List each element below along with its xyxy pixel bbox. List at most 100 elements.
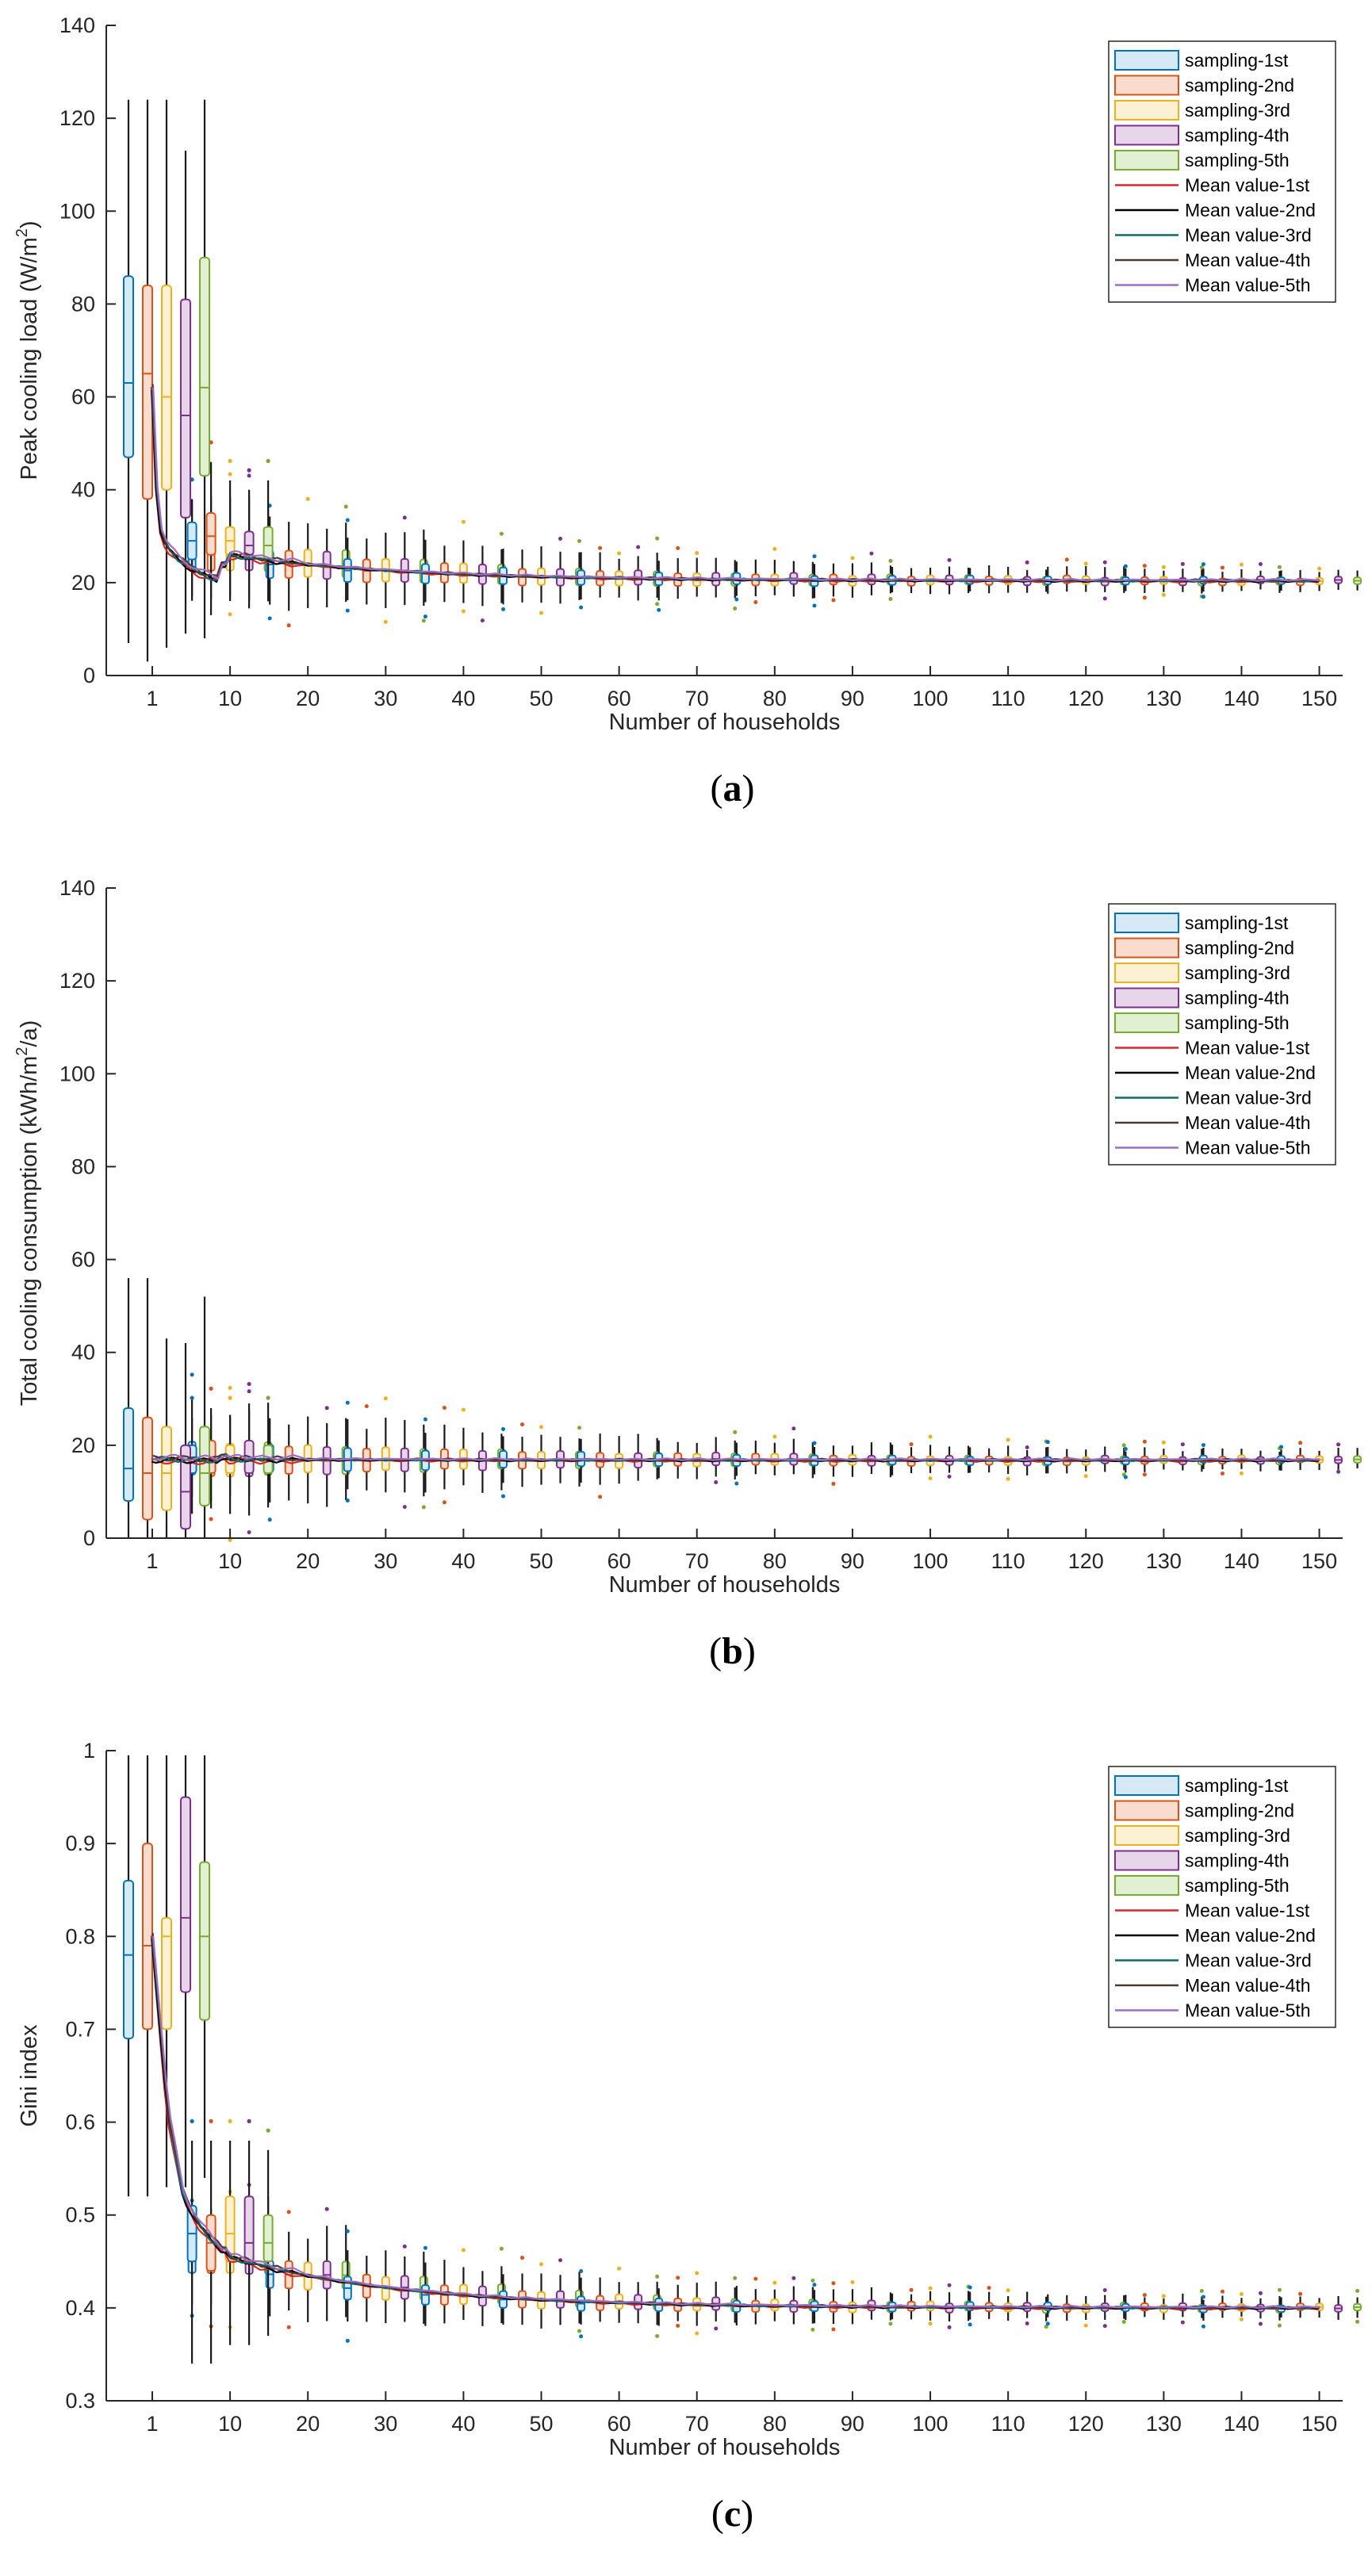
outlier-point xyxy=(499,2246,504,2251)
outlier-point xyxy=(753,2276,758,2281)
outlier-point xyxy=(888,558,893,563)
outlier-point xyxy=(247,1389,251,1394)
box-n1-s3 xyxy=(161,1338,172,1538)
box-n1-s5 xyxy=(199,1296,210,1538)
x-tick-label: 120 xyxy=(1068,687,1104,710)
y-tick-label: 40 xyxy=(71,478,95,502)
outlier-point xyxy=(1199,2288,1204,2293)
outlier-point xyxy=(247,2119,251,2123)
x-axis-label: Number of households xyxy=(609,1572,841,1598)
legend-label: sampling-2nd xyxy=(1185,75,1294,96)
box-body xyxy=(123,1880,134,2040)
legend-label: sampling-3rd xyxy=(1185,100,1290,121)
outlier-point xyxy=(947,1474,952,1479)
outlier-point xyxy=(1083,1474,1088,1479)
outlier-point xyxy=(266,1395,270,1400)
outlier-point xyxy=(791,2276,796,2280)
x-tick-label: 140 xyxy=(1224,2412,1259,2436)
x-tick-label: 140 xyxy=(1224,687,1259,710)
outlier-point xyxy=(461,1407,466,1412)
outlier-point xyxy=(695,2331,699,2336)
box-n40-s3 xyxy=(458,1427,468,1486)
legend-label: Mean value-5th xyxy=(1185,275,1311,296)
outlier-point xyxy=(267,1518,272,1522)
outlier-point xyxy=(947,2325,952,2329)
legend-label: sampling-4th xyxy=(1185,1851,1290,1871)
outlier-point xyxy=(345,1400,350,1405)
legend-label: Mean value-4th xyxy=(1185,1112,1311,1133)
y-tick-label: 80 xyxy=(71,292,95,316)
outlier-point xyxy=(1180,1442,1185,1447)
outlier-point xyxy=(345,1499,350,1503)
x-tick-label: 150 xyxy=(1301,1549,1337,1573)
legend-label: Mean value-3rd xyxy=(1185,1088,1312,1108)
outlier-point xyxy=(1258,2291,1263,2295)
box-n30-s4 xyxy=(400,2256,409,2322)
legend-label: Mean value-4th xyxy=(1185,250,1311,270)
legend-swatch-sampling-5 xyxy=(1114,1875,1179,1896)
outlier-point xyxy=(1277,2323,1282,2328)
outlier-point xyxy=(617,551,622,556)
outlier-point xyxy=(676,2323,680,2328)
x-tick-label: 80 xyxy=(763,2412,787,2436)
outlier-point xyxy=(1201,595,1205,599)
legend-label: Mean value-5th xyxy=(1185,1138,1311,1158)
outlier-point xyxy=(577,1426,582,1430)
box-n50-s3 xyxy=(537,546,546,603)
legend-label: sampling-5th xyxy=(1185,150,1290,170)
box-n80-s2 xyxy=(751,1441,761,1475)
outlier-point xyxy=(1298,1441,1303,1445)
box-n130-s4 xyxy=(1178,2293,1187,2318)
legend-swatch-sampling-4 xyxy=(1114,1850,1179,1871)
outlier-point xyxy=(423,2245,427,2250)
outlier-point xyxy=(655,2274,660,2279)
box-n1-s2 xyxy=(142,99,153,662)
outlier-point xyxy=(286,623,291,628)
outlier-point xyxy=(655,602,660,607)
y-tick-label: 0.3 xyxy=(65,2389,95,2413)
x-tick-label: 90 xyxy=(841,687,864,710)
x-tick-label: 60 xyxy=(607,687,631,710)
legend-swatch-sampling-5 xyxy=(1114,1012,1179,1033)
box-body xyxy=(243,2195,255,2263)
y-tick-label: 140 xyxy=(59,876,95,900)
outlier-point xyxy=(636,545,641,549)
box-body xyxy=(180,1796,191,1993)
legend-label: sampling-3rd xyxy=(1185,963,1290,983)
legend-label: sampling-5th xyxy=(1185,1012,1290,1033)
x-tick-label: 150 xyxy=(1301,687,1337,710)
box-body xyxy=(243,530,255,556)
box-n80-s4 xyxy=(789,1438,799,1475)
box-n30-s4 xyxy=(400,532,409,606)
box-n30-s2 xyxy=(362,2256,371,2322)
box-n1-s4 xyxy=(180,1343,191,1538)
legend-label: Mean value-1st xyxy=(1185,175,1310,196)
legend-swatch-sampling-3 xyxy=(1114,1825,1179,1846)
legend: sampling-1st sampling-2nd sampling-3rd samp… xyxy=(1108,40,1336,303)
outlier-point xyxy=(247,1381,251,1387)
x-tick-label: 40 xyxy=(451,687,475,710)
box-n70-s4 xyxy=(711,2281,721,2321)
outlier-point xyxy=(1083,561,1088,566)
outlier-point xyxy=(812,554,817,559)
x-tick-label: 100 xyxy=(913,2412,949,2436)
x-tick-label: 50 xyxy=(529,1549,553,1573)
y-tick-label: 0.8 xyxy=(65,1924,95,1948)
outlier-point xyxy=(1277,565,1282,569)
x-tick-label: 140 xyxy=(1224,1549,1259,1573)
outlier-point xyxy=(345,518,350,522)
outlier-point xyxy=(734,1481,739,1486)
outlier-point xyxy=(228,1385,232,1390)
outlier-point xyxy=(1355,2288,1360,2293)
outlier-point xyxy=(558,536,563,541)
legend-swatch-sampling-2 xyxy=(1114,937,1179,959)
outlier-point xyxy=(266,2128,270,2133)
legend-label: Mean value-3rd xyxy=(1185,225,1312,246)
outlier-point xyxy=(1161,592,1166,597)
box-body xyxy=(142,1416,153,1521)
outlier-point xyxy=(209,1517,213,1521)
outlier-point xyxy=(676,545,680,550)
outlier-point xyxy=(421,618,426,623)
box-body xyxy=(263,526,274,561)
legend-label: sampling-1st xyxy=(1185,1775,1289,1796)
